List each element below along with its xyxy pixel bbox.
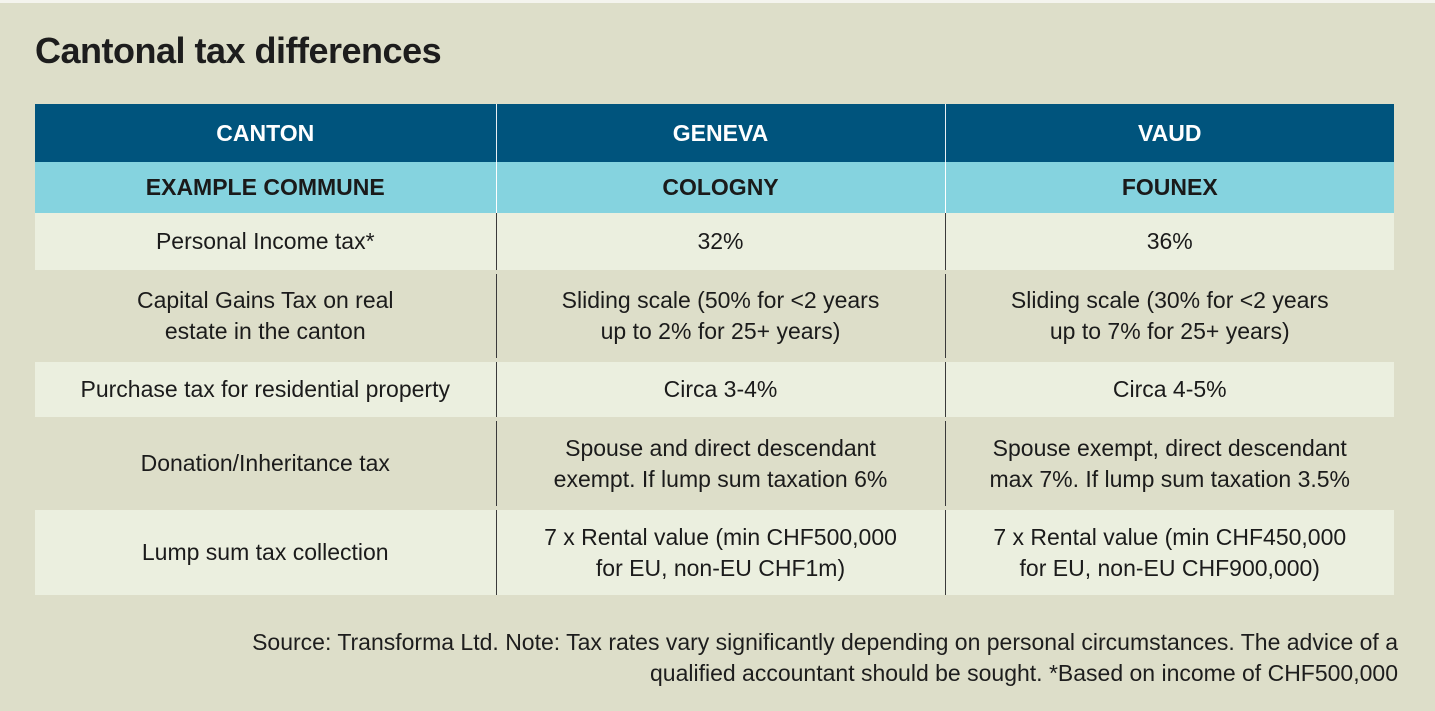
geneva-value: 7 x Rental value (min CHF500,000 for EU,… xyxy=(495,510,945,595)
cell-line: Capital Gains Tax on real xyxy=(136,287,394,313)
row-label: Lump sum tax collection xyxy=(35,510,496,595)
geneva-value: Circa 3-4% xyxy=(495,362,945,417)
cell-line: Spouse exempt, direct descendant xyxy=(992,434,1347,461)
page-title: Cantonal tax differences xyxy=(35,30,442,71)
table-row: Donation/Inheritance tax Spouse and dire… xyxy=(35,421,1394,506)
geneva-value: 32% xyxy=(495,213,945,270)
header-canton: CANTON xyxy=(35,104,496,162)
header-geneva: GENEVA xyxy=(495,104,945,162)
row-gap xyxy=(35,358,1394,362)
cell-line: 7 x Rental value (min CHF450,000 xyxy=(993,523,1347,550)
cell-line: Purchase tax for residential property xyxy=(80,376,450,402)
cell-line: Circa 4-5% xyxy=(1112,376,1227,402)
table-header-row: CANTON GENEVA VAUD xyxy=(35,104,1394,162)
source-line: Source: Transforma Ltd. Note: Tax rates … xyxy=(252,629,1398,655)
subheader-cologny: COLOGNY xyxy=(495,162,945,213)
vaud-value: Sliding scale (30% for <2 years up to 7%… xyxy=(944,274,1394,358)
source-line: qualified accountant should be sought. *… xyxy=(649,660,1398,686)
source-note: Source: Transforma Ltd. Note: Tax rates … xyxy=(98,627,1398,689)
cell-line: for EU, non-EU CHF1m) xyxy=(595,554,846,581)
table-row: Capital Gains Tax on real estate in the … xyxy=(35,274,1394,358)
row-label: Personal Income tax* xyxy=(35,213,496,270)
cell-line: Sliding scale (50% for <2 years xyxy=(561,287,880,313)
cell-line: 32% xyxy=(697,228,744,254)
header-vaud: VAUD xyxy=(944,104,1394,162)
row-label: Capital Gains Tax on real estate in the … xyxy=(35,274,496,358)
row-label: Purchase tax for residential property xyxy=(35,362,496,417)
vaud-value: Spouse exempt, direct descendant max 7%.… xyxy=(944,421,1394,506)
cell-line: 7 x Rental value (min CHF500,000 xyxy=(544,523,897,550)
vaud-value: 7 x Rental value (min CHF450,000 for EU,… xyxy=(944,510,1394,595)
cell-line: Lump sum tax collection xyxy=(141,539,389,565)
cell-line: Sliding scale (30% for <2 years xyxy=(1010,287,1329,313)
cell-line: Circa 3-4% xyxy=(663,376,778,402)
table-row: Lump sum tax collection 7 x Rental value… xyxy=(35,510,1394,595)
row-gap xyxy=(35,417,1394,421)
subheader-example-commune: EXAMPLE COMMUNE xyxy=(35,162,496,213)
cell-line: up to 2% for 25+ years) xyxy=(600,318,841,344)
subheader-founex: FOUNEX xyxy=(944,162,1394,213)
geneva-value: Spouse and direct descendant exempt. If … xyxy=(495,421,945,506)
cell-line: Personal Income tax* xyxy=(155,228,375,254)
row-gap xyxy=(35,506,1394,510)
cell-line: exempt. If lump sum taxation 6% xyxy=(553,465,888,492)
tax-comparison-table: CANTON GENEVA VAUD EXAMPLE COMMUNE COLOG… xyxy=(35,104,1394,595)
cell-line: Donation/Inheritance tax xyxy=(140,450,390,476)
row-gap xyxy=(35,270,1394,274)
cell-line: for EU, non-EU CHF900,000) xyxy=(1019,554,1320,581)
top-strip xyxy=(0,0,1435,3)
vaud-value: Circa 4-5% xyxy=(944,362,1394,417)
row-label: Donation/Inheritance tax xyxy=(35,421,496,506)
cell-line: max 7%. If lump sum taxation 3.5% xyxy=(989,465,1351,492)
cell-line: Spouse and direct descendant xyxy=(565,434,876,461)
cell-line: up to 7% for 25+ years) xyxy=(1049,318,1290,344)
vaud-value: 36% xyxy=(944,213,1394,270)
cell-line: estate in the canton xyxy=(164,318,366,344)
table-subheader-row: EXAMPLE COMMUNE COLOGNY FOUNEX xyxy=(35,162,1394,213)
table-row: Personal Income tax* 32% 36% xyxy=(35,213,1394,270)
cell-line: 36% xyxy=(1146,228,1193,254)
table-row: Purchase tax for residential property Ci… xyxy=(35,362,1394,417)
geneva-value: Sliding scale (50% for <2 years up to 2%… xyxy=(495,274,945,358)
